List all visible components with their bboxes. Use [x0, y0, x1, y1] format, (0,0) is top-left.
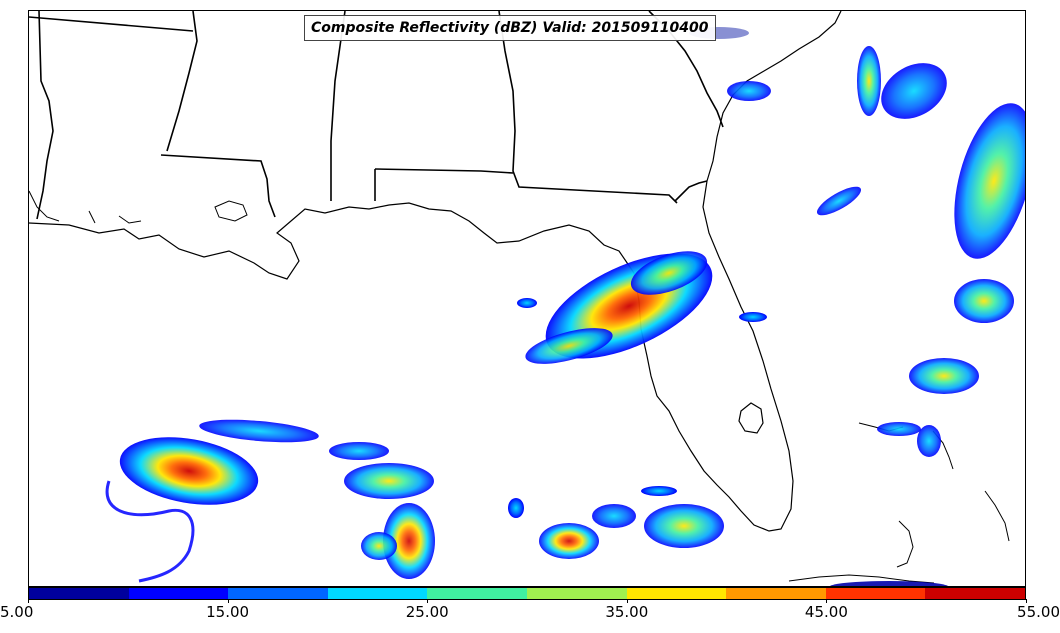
state-border-ms-west	[167, 11, 197, 151]
colorbar-swatch	[328, 588, 428, 599]
echo-bahamas-3	[917, 425, 941, 457]
echo-bahamas	[909, 358, 979, 394]
echo-atlantic-north-2	[857, 46, 881, 116]
echo-atlantic-east	[939, 95, 1026, 268]
colorbar-tick-label: 35.00	[605, 603, 648, 621]
state-border-la-ms-south	[161, 155, 275, 217]
colorbar-tick-label: 45.00	[805, 603, 848, 621]
colorbar-swatch	[527, 588, 627, 599]
colorbar-swatch	[726, 588, 826, 599]
echo-gulf-south-1	[539, 523, 599, 559]
echo-gulf-west-band	[198, 416, 319, 446]
colorbar-tick-label: 55.00	[1017, 603, 1060, 621]
louisiana-coast	[29, 191, 141, 223]
colorbar-tick-label: 25.00	[406, 603, 449, 621]
echo-gulf-central-1	[344, 463, 434, 499]
echo-atlantic-mid	[813, 182, 864, 221]
echo-gulf-south-4	[508, 498, 524, 518]
echo-bahamas-2	[877, 422, 921, 436]
echo-keys	[739, 312, 767, 322]
echo-florida-scatter	[517, 298, 537, 308]
colorbar-swatch	[627, 588, 727, 599]
radar-echoes	[107, 27, 1026, 587]
echo-gulf-south-5	[641, 486, 677, 496]
map-frame	[28, 10, 1026, 587]
state-border-ga-fl	[675, 181, 707, 201]
state-border-la-ms	[37, 11, 53, 219]
lake-okeechobee	[739, 403, 763, 433]
map-title: Composite Reflectivity (dBZ) Valid: 2015…	[304, 15, 716, 41]
state-border-al-fl	[375, 169, 513, 173]
map-svg	[29, 11, 1026, 587]
colorbar-swatch	[228, 588, 328, 599]
echo-gulf-south-3	[644, 504, 724, 548]
echo-coastal-ga	[727, 81, 771, 101]
echo-gulf-south-2	[592, 504, 636, 528]
colorbar-swatch	[129, 588, 229, 599]
colorbar-tick-label: 15.00	[206, 603, 249, 621]
colorbar-swatch	[29, 588, 129, 599]
colorbar	[28, 587, 1026, 600]
echo-atlantic-north	[871, 52, 957, 130]
echo-gulf-central-3	[329, 442, 389, 460]
colorbar-swatch	[427, 588, 527, 599]
colorbar-swatch	[826, 588, 926, 599]
echo-atlantic-east-2	[954, 279, 1014, 323]
lake-pontchartrain	[215, 201, 247, 221]
colorbar-tick-label: 5.00	[0, 603, 33, 621]
echo-gulf-central-4	[361, 532, 397, 560]
colorbar-swatch	[925, 588, 1025, 599]
state-border-ar-la	[29, 17, 193, 31]
echo-gulf-west-core	[115, 427, 264, 514]
